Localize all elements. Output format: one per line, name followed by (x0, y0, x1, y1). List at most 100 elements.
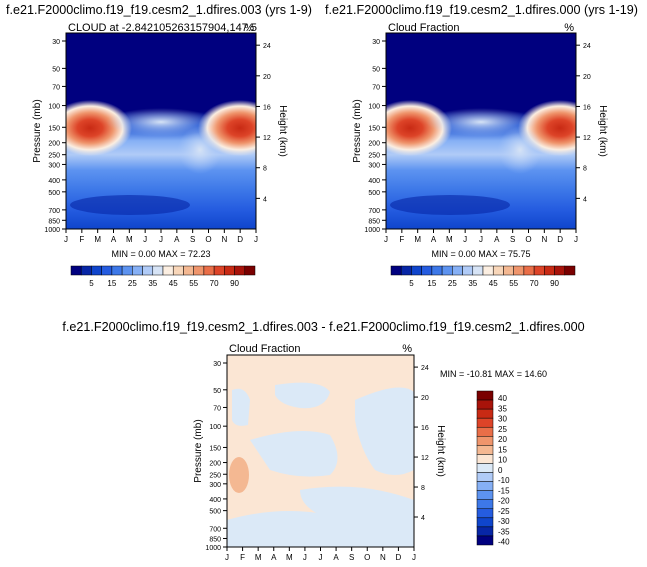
y-right-tick-label: 24 (583, 43, 591, 50)
colorbar-swatch (203, 265, 215, 276)
y-tick-label: 200 (209, 461, 221, 468)
y-right-axis-title: Height (km) (277, 105, 288, 157)
x-tick-label: D (557, 235, 563, 244)
y-tick-label: 30 (213, 361, 221, 368)
colorbar-swatch (544, 265, 555, 276)
colorbar-tick-label: 90 (550, 279, 559, 288)
x-tick-label: O (364, 553, 370, 562)
y-right-tick-label: 12 (263, 135, 271, 142)
x-tick-label: S (349, 553, 354, 562)
x-tick-label: S (510, 235, 515, 244)
colorbar-tick-label: 55 (189, 279, 198, 288)
colorbar-swatch (213, 265, 225, 276)
x-tick-label: S (190, 235, 195, 244)
colorbar-swatch (101, 265, 113, 276)
y-right-tick-label: 12 (583, 135, 591, 142)
y-tick-label: 100 (48, 104, 60, 111)
colorbar-swatch (142, 265, 154, 276)
y-tick-label: 1000 (364, 227, 380, 234)
panel-3-left-label: Cloud Fraction (229, 343, 301, 355)
y-tick-label: 1000 (205, 545, 221, 552)
x-tick-label: A (494, 235, 500, 244)
colorbar-swatch (121, 265, 133, 276)
colorbar-tick-label: -10 (498, 476, 510, 485)
colorbar-swatch (411, 265, 422, 276)
x-tick-label: M (414, 235, 421, 244)
colorbar-swatch (431, 265, 443, 276)
y-axis-title: Pressure (mb) (32, 99, 43, 162)
y-tick-label: 400 (48, 178, 60, 185)
y-tick-label: 70 (52, 84, 60, 91)
colorbar-swatch (193, 265, 205, 276)
y-right-tick-label: 20 (263, 74, 271, 81)
y-right-tick-label: 16 (263, 104, 271, 111)
x-tick-label: J (574, 235, 578, 244)
y-right-tick-label: 8 (421, 485, 425, 492)
colorbar-tick-label: 45 (169, 279, 178, 288)
colorbar-swatch (70, 265, 82, 276)
panel-2-title: f.e21.F2000climo.f19_f19.cesm2_1.dfires.… (325, 3, 638, 17)
colorbar-swatch (441, 265, 453, 276)
y-right-tick-label: 24 (421, 365, 429, 372)
colorbar-tick-label: 30 (498, 415, 507, 424)
panel-2-colorbar: 5 15 25 35 45 55 70 90 (390, 265, 576, 288)
colorbar-swatch (523, 265, 535, 276)
x-tick-label: J (479, 235, 483, 244)
panel-3-heatmap (227, 355, 414, 547)
panel-1-right-label: % (244, 22, 254, 34)
colorbar-swatch (533, 265, 545, 276)
colorbar-swatch (224, 265, 235, 276)
y-tick-label: 50 (52, 66, 60, 73)
colorbar-swatch (554, 265, 566, 276)
colorbar-swatch (244, 265, 256, 276)
x-tick-label: J (159, 235, 163, 244)
colorbar-tick-label: 15 (107, 279, 116, 288)
colorbar-tick-label: -30 (498, 517, 510, 526)
colorbar-tick-label: -15 (498, 486, 510, 495)
y-right-tick-label: 24 (263, 43, 271, 50)
y-tick-label: 70 (213, 405, 221, 412)
colorbar-swatch (234, 265, 246, 276)
colorbar-tick-label: -35 (498, 527, 510, 536)
colorbar-swatch (152, 265, 164, 276)
colorbar-swatch (476, 417, 494, 428)
colorbar-tick-label: 10 (498, 456, 507, 465)
x-tick-label: O (205, 235, 211, 244)
x-tick-label: J (143, 235, 147, 244)
y-tick-label: 700 (368, 208, 380, 215)
x-tick-label: J (254, 235, 258, 244)
colorbar-tick-label: 90 (230, 279, 239, 288)
y-tick-label: 150 (368, 125, 380, 132)
colorbar-swatch (476, 445, 494, 455)
colorbar-swatch (476, 508, 494, 519)
panel-2-left-label: Cloud Fraction (388, 22, 460, 34)
x-tick-label: A (111, 235, 117, 244)
x-tick-label: J (319, 553, 323, 562)
x-tick-label: A (333, 553, 339, 562)
y-right-tick-label: 4 (583, 196, 587, 203)
colorbar-swatch (476, 390, 494, 401)
colorbar-swatch (476, 481, 494, 491)
colorbar-swatch (172, 265, 184, 276)
x-tick-label: J (384, 235, 388, 244)
colorbar-swatch (476, 426, 494, 437)
colorbar-tick-label: 70 (210, 279, 219, 288)
panel-2-stats: MIN = 0.00 MAX = 75.75 (431, 249, 530, 259)
colorbar-tick-label: 25 (498, 425, 507, 434)
y-tick-label: 500 (48, 190, 60, 197)
x-tick-label: D (237, 235, 243, 244)
y-tick-label: 700 (48, 208, 60, 215)
colorbar-swatch (564, 265, 576, 276)
y-tick-label: 30 (372, 39, 380, 46)
y-tick-label: 250 (209, 472, 221, 479)
x-tick-label: D (396, 553, 402, 562)
panel-3-title: f.e21.F2000climo.f19_f19.cesm2_1.dfires.… (62, 320, 585, 334)
y-right-axis-title: Height (km) (597, 105, 608, 157)
colorbar-tick-label: -20 (498, 497, 510, 506)
colorbar-swatch (132, 265, 143, 276)
colorbar-swatch (111, 265, 123, 276)
x-tick-label: F (79, 235, 84, 244)
panel-1-axes: J F M A M J J A S O N D J305070100150200250300400500… (32, 39, 288, 244)
colorbar-tick-label: -25 (498, 507, 510, 516)
